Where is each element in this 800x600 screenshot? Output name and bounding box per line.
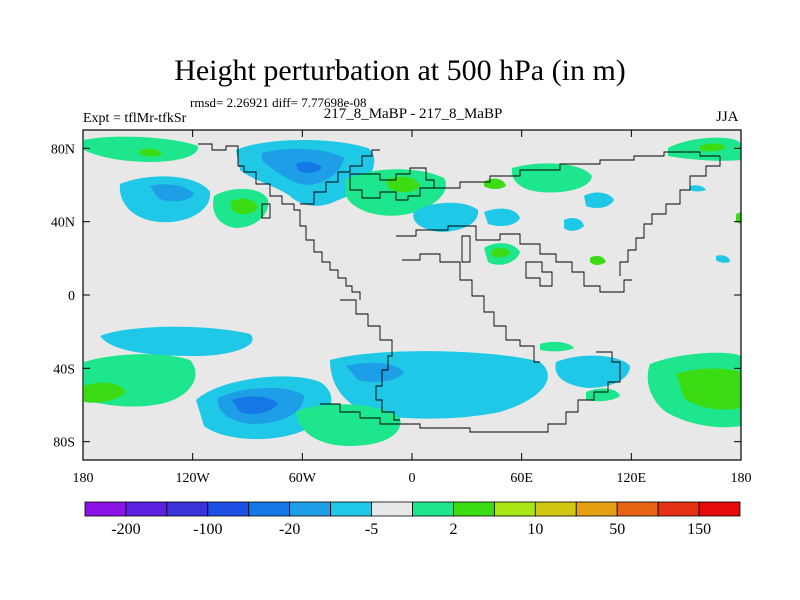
- x-tick-label: 120E: [617, 471, 647, 486]
- contour-south-atlantic-neg-core: [346, 362, 404, 382]
- stats-label: rmsd= 2.26921 diff= 7.77698e-08: [190, 95, 367, 110]
- contour-asia-pos-small: [511, 163, 592, 193]
- colorbar-swatch: [289, 501, 332, 517]
- coastline-arabia: [525, 261, 553, 287]
- colorbar-swatch: [330, 501, 372, 517]
- colorbar-swatch: [248, 501, 291, 517]
- contour-nw-pacific-neg-core: [150, 184, 194, 202]
- coastline-greenland: [300, 149, 380, 205]
- x-tick-label: 180: [731, 471, 752, 486]
- contour-south-indian-pos-core: [676, 368, 741, 410]
- colorbar-swatch: [166, 501, 209, 517]
- y-tick-label: 40S: [53, 362, 75, 377]
- colorbar-label: 2: [449, 521, 457, 538]
- coastline-caspian: [461, 235, 471, 263]
- contour-asia-neg-e: [716, 255, 730, 263]
- chart-title: Height perturbation at 500 hPa (in m): [174, 54, 626, 87]
- colorbar-label: -200: [111, 521, 140, 538]
- contour-south-indian-neg: [555, 355, 630, 388]
- contour-north-pacific-neg-center: [296, 161, 322, 173]
- coastline-antarctica: [320, 403, 540, 433]
- x-tick-label: 120W: [176, 471, 211, 486]
- contour-north-atlantic-pos-core: [386, 176, 420, 193]
- axis-layer: 180 120W 60W 0 60E 120E 180 80N 40N 0 40S 80S: [51, 130, 752, 486]
- y-tick-label: 0: [68, 289, 75, 304]
- colorbar-swatch: [534, 501, 577, 517]
- coastline-asia-south: [396, 225, 632, 293]
- y-tick-label: 40N: [51, 216, 75, 231]
- contour-asia-pos-small-core: [484, 178, 506, 189]
- colorbar-label: 50: [609, 521, 625, 538]
- contour-na-pos-core: [230, 198, 258, 215]
- colorbar-swatch: [493, 501, 536, 517]
- subtitle: 217_8_MaBP - 217_8_MaBP: [323, 106, 503, 122]
- colorbar-swatch: [616, 501, 659, 517]
- contour-east-pos: [736, 212, 741, 224]
- contour-asia-neg-d: [690, 185, 706, 192]
- coastline-asia-east: [619, 156, 721, 276]
- contour-south-atlantic-pos: [296, 404, 401, 446]
- contour-atlantic-pos-small: [540, 341, 574, 352]
- colorbar: -200 -100 -20 -5 2 10 50 150: [84, 501, 741, 538]
- contour-arctic-pos-a: [84, 136, 199, 162]
- y-tick-label: 80N: [51, 142, 75, 157]
- colorbar-swatch: [453, 501, 495, 517]
- coastline-africa: [402, 253, 540, 363]
- contour-tropical-pacific-neg: [100, 326, 253, 356]
- x-tick-label: 60E: [510, 471, 533, 486]
- coastline-north-america: [198, 143, 361, 300]
- colorbar-swatch: [125, 501, 168, 517]
- colorbar-label: -100: [193, 521, 222, 538]
- contour-central-asia-pos-core: [492, 247, 510, 258]
- contour-europe-neg: [413, 202, 479, 232]
- colorbar-swatch: [371, 501, 413, 517]
- colorbar-swatch: [412, 501, 454, 517]
- contour-south-pacific-neg-core: [232, 396, 278, 414]
- contour-arctic-pos-b-core: [700, 143, 726, 152]
- coastline-australia: [540, 351, 621, 433]
- contour-asia-neg-b: [584, 192, 614, 208]
- coastline-asia-north: [434, 151, 720, 189]
- contour-asia-neg-a: [484, 208, 520, 226]
- colorbar-swatch: [698, 501, 741, 517]
- colorbar-label: -20: [279, 521, 300, 538]
- coastline-hudson: [261, 203, 271, 219]
- experiment-label: Expt = tflMr-tfkSr: [83, 111, 187, 126]
- contour-sw-pacific-pos-core: [84, 382, 126, 403]
- contour-arctic-pos-a-core: [140, 148, 162, 157]
- coastline-south-america: [340, 299, 400, 421]
- colorbar-label: 10: [527, 521, 543, 538]
- x-tick-label: 180: [73, 471, 94, 486]
- contour-asia-neg-c: [564, 218, 584, 231]
- colorbar-swatch: [575, 501, 618, 517]
- coastline-europe: [349, 167, 435, 201]
- colorbar-swatch: [207, 501, 250, 517]
- colorbar-swatch: [657, 501, 700, 517]
- colorbar-label: 150: [687, 521, 711, 538]
- coastlines: [198, 143, 721, 433]
- y-tick-label: 80S: [53, 436, 75, 451]
- season-label: JJA: [716, 109, 739, 125]
- contour-tibet-pos: [590, 255, 606, 265]
- colorbar-label: -5: [365, 521, 378, 538]
- x-tick-label: 0: [409, 471, 416, 486]
- colorbar-swatch: [84, 501, 127, 517]
- x-tick-label: 60W: [289, 471, 317, 486]
